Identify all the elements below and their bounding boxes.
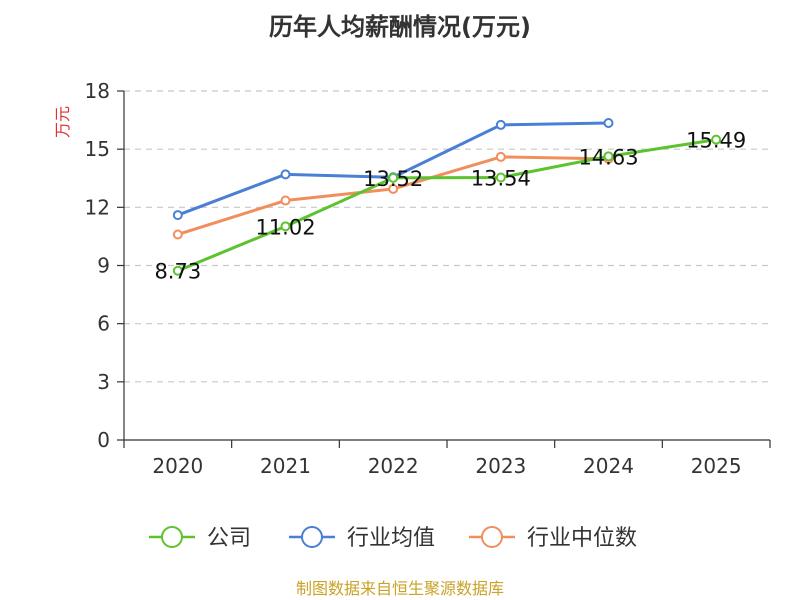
legend-item[interactable]: 公司 <box>149 526 251 551</box>
x-tick-label: 2022 <box>368 454 419 478</box>
data-label: 11.02 <box>255 215 315 239</box>
data-point <box>172 229 183 240</box>
series-group <box>172 117 722 276</box>
data-point <box>172 265 183 276</box>
y-tick-label: 12 <box>85 195 110 219</box>
data-point <box>172 210 183 221</box>
legend-item[interactable]: 行业均值 <box>289 526 435 551</box>
data-point <box>280 195 291 206</box>
legend-marker <box>301 526 323 548</box>
y-tick-label: 9 <box>97 254 110 278</box>
y-tick-label: 0 <box>97 428 110 452</box>
legend-label: 行业中位数 <box>527 526 637 551</box>
grid <box>124 90 770 383</box>
legend[interactable]: 公司 行业均值 行业中位数 <box>149 526 637 551</box>
data-point <box>495 151 506 162</box>
y-tick-label: 15 <box>85 137 110 161</box>
chart-title: 历年人均薪酬情况(万元) <box>269 13 531 41</box>
legend-label: 行业均值 <box>347 526 435 551</box>
x-tick-label: 2021 <box>260 454 311 478</box>
data-label: 13.54 <box>471 166 531 190</box>
axes: 0 3 6 9 12 15 18 2020 2021 2022 2023 2024 2025 万元 <box>53 79 771 478</box>
data-point <box>711 134 722 145</box>
x-tick-label: 2023 <box>475 454 526 478</box>
data-point <box>495 172 506 183</box>
data-point <box>388 172 399 183</box>
data-label: 8.73 <box>154 260 201 284</box>
data-point <box>280 169 291 180</box>
data-label: 13.52 <box>363 167 423 191</box>
y-tick-label: 3 <box>97 370 110 394</box>
x-tick-label: 2020 <box>152 454 203 478</box>
data-labels: 8.73 11.02 13.52 13.54 14.63 15.49 <box>154 129 746 284</box>
data-point <box>388 183 399 194</box>
y-tick-label: 18 <box>85 79 110 103</box>
data-point <box>495 119 506 130</box>
y-tick-label: 6 <box>97 312 110 336</box>
legend-item[interactable]: 行业中位数 <box>469 526 637 551</box>
data-label: 14.63 <box>578 145 638 169</box>
data-label: 15.49 <box>686 129 746 153</box>
legend-marker <box>481 526 503 548</box>
series-line <box>176 138 718 273</box>
y-axis-label: 万元 <box>53 106 72 138</box>
x-tick-label: 2025 <box>691 454 742 478</box>
source-note: 制图数据来自恒生聚源数据库 <box>296 579 504 598</box>
x-tick-label: 2024 <box>583 454 634 478</box>
legend-marker <box>161 526 183 548</box>
legend-label: 公司 <box>207 526 251 551</box>
data-point <box>603 117 614 128</box>
data-point <box>280 221 291 232</box>
data-point <box>603 151 614 162</box>
